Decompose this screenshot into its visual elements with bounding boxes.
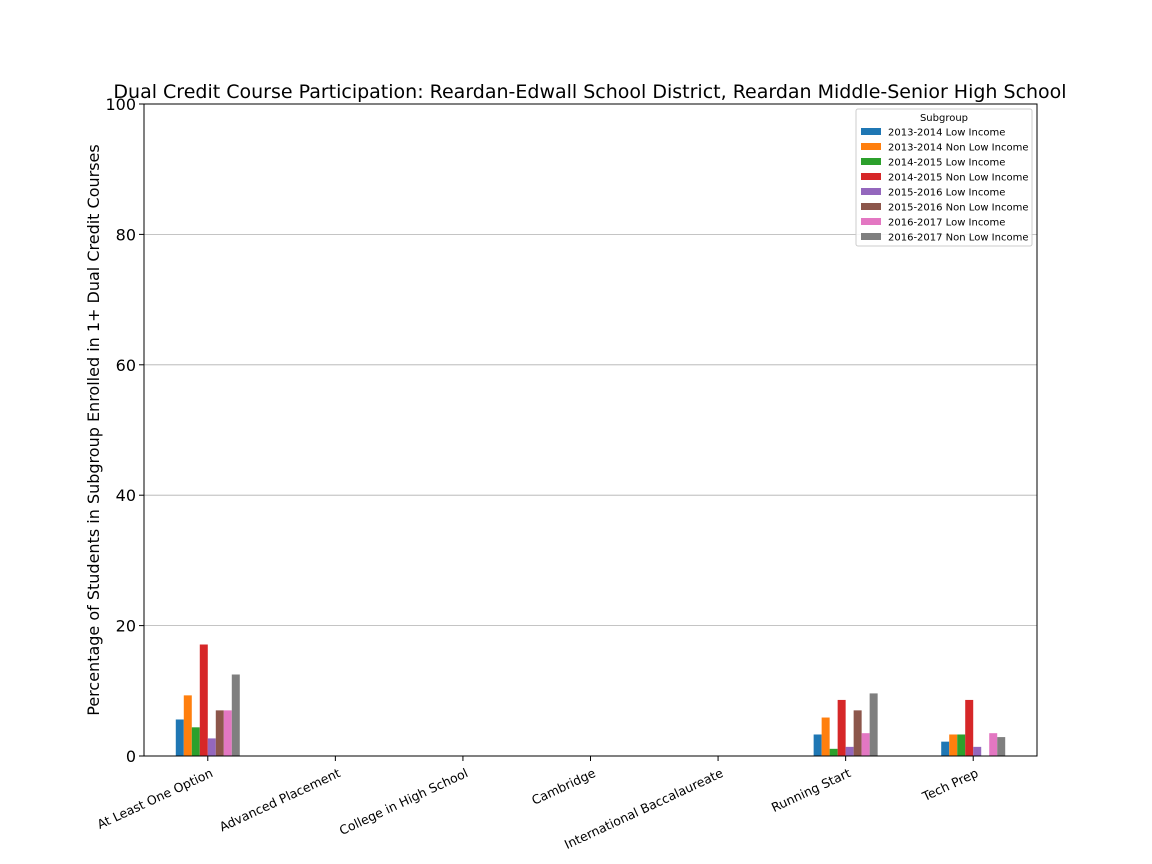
bar <box>957 734 966 756</box>
x-tick-label: College in High School <box>337 765 470 838</box>
bar <box>813 734 822 756</box>
legend-label: 2014-2015 Low Income <box>888 158 1005 169</box>
legend-label: 2013-2014 Low Income <box>888 128 1005 139</box>
legend-swatch <box>861 128 881 135</box>
legend-label: 2015-2016 Low Income <box>888 188 1005 199</box>
y-tick-label: 60 <box>116 356 136 375</box>
legend-label: 2014-2015 Non Low Income <box>888 173 1028 184</box>
bar <box>199 644 208 756</box>
legend-swatch <box>861 233 881 240</box>
bar <box>829 748 838 756</box>
bar <box>845 746 854 756</box>
legend-swatch <box>861 158 881 165</box>
bar <box>207 738 216 756</box>
bar <box>989 733 998 756</box>
x-axis-ticks: At Least One Option Advanced PlacementCol… <box>95 756 981 852</box>
legend-swatch <box>861 203 881 210</box>
y-tick-label: 40 <box>116 486 136 505</box>
legend-label: 2013-2014 Non Low Income <box>888 143 1028 154</box>
bar <box>965 699 974 756</box>
legend-swatch <box>861 173 881 180</box>
bar <box>183 695 192 756</box>
bar <box>949 734 958 756</box>
x-tick-label: Advanced Placement <box>217 765 343 834</box>
legend-title: Subgroup <box>920 113 968 124</box>
bar <box>821 717 830 756</box>
bar <box>853 710 862 756</box>
bar <box>941 741 950 756</box>
bar <box>861 733 870 756</box>
x-tick-label: Running Start <box>769 765 853 815</box>
x-tick-label: At Least One Option <box>95 765 215 832</box>
bar <box>191 727 200 756</box>
bar <box>223 710 232 756</box>
y-tick-label: 20 <box>116 617 136 636</box>
y-tick-label: 100 <box>105 95 136 114</box>
y-tick-label: 0 <box>126 747 136 766</box>
legend-swatch <box>861 188 881 195</box>
legend-label: 2016-2017 Low Income <box>888 218 1005 229</box>
y-tick-label: 80 <box>116 225 136 244</box>
legend-swatch <box>861 218 881 225</box>
x-tick-label: Cambridge <box>529 765 598 808</box>
y-axis-label: Percentage of Students in Subgroup Enrol… <box>84 144 103 715</box>
legend-swatch <box>861 143 881 150</box>
legend-label: 2016-2017 Non Low Income <box>888 233 1028 244</box>
chart-title: Dual Credit Course Participation: Rearda… <box>113 81 1066 103</box>
bars <box>175 644 1006 756</box>
legend-label: 2015-2016 Non Low Income <box>888 203 1028 214</box>
bar <box>231 674 240 756</box>
bar <box>973 746 982 756</box>
x-tick-label: Tech Prep <box>919 765 980 804</box>
bar <box>869 693 878 756</box>
legend: Subgroup 2013-2014 Low Income 2013-2014 N… <box>855 108 1033 247</box>
bar <box>215 710 224 756</box>
bar <box>175 719 184 756</box>
bar <box>997 737 1006 756</box>
y-axis-ticks: 0 20 40 60 80 100 <box>105 95 144 766</box>
legend-frame <box>855 108 1033 247</box>
bar <box>837 699 846 756</box>
